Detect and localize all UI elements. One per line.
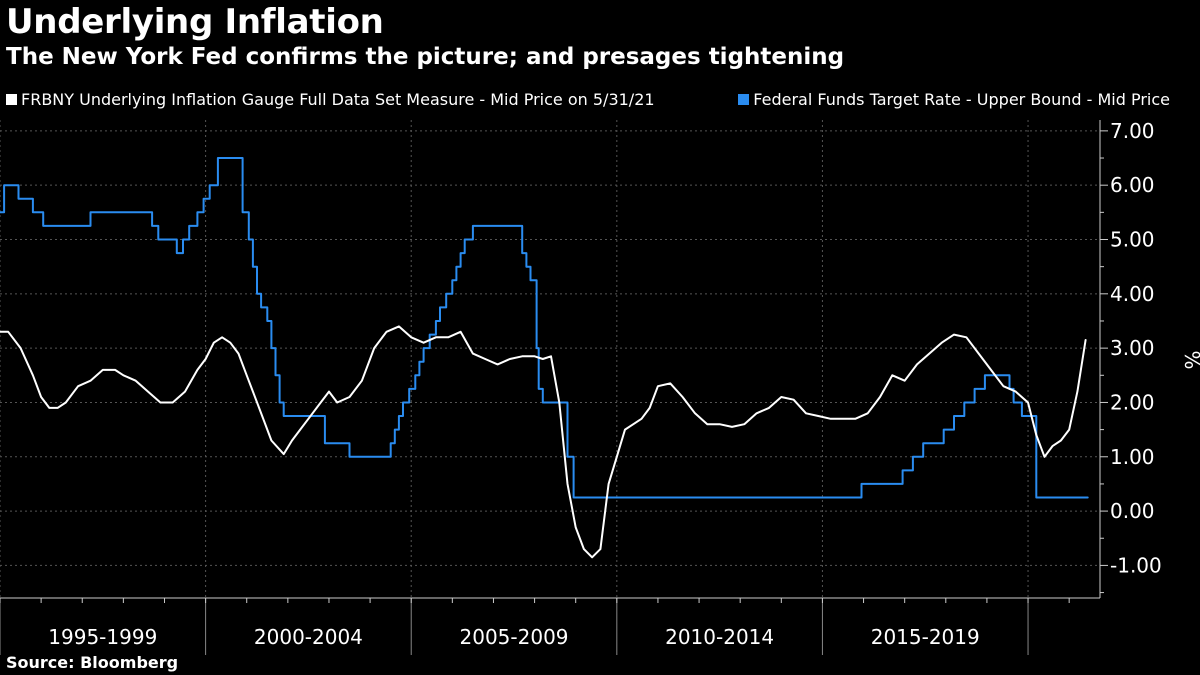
legend-label-fedfunds: Federal Funds Target Rate - Upper Bound … [753, 90, 1170, 109]
x-tick-label: 2000-2004 [254, 625, 363, 649]
chart-subtitle: The New York Fed confirms the picture; a… [6, 44, 845, 70]
y-tick-label: 7.00 [1110, 119, 1155, 143]
y-tick-label: 0.00 [1110, 499, 1155, 523]
series-line-fedfunds [0, 157, 1089, 499]
y-tick-label: 2.00 [1110, 390, 1155, 414]
y-tick-label: 1.00 [1110, 445, 1155, 469]
y-tick-label: -1.00 [1110, 553, 1162, 577]
x-tick-label: 2015-2019 [871, 625, 980, 649]
legend-swatch-fedfunds-icon [738, 94, 750, 105]
y-tick-label: 4.00 [1110, 282, 1155, 306]
y-tick-label: 6.00 [1110, 173, 1155, 197]
chart-title: Underlying Inflation [6, 2, 384, 42]
legend-label-inflation: FRBNY Underlying Inflation Gauge Full Da… [21, 90, 655, 109]
y-axis-label: % [1180, 350, 1200, 369]
y-tick-label: 5.00 [1110, 228, 1155, 252]
x-tick-label: 1995-1999 [48, 625, 157, 649]
legend-item-inflation: FRBNY Underlying Inflation Gauge Full Da… [6, 90, 655, 109]
x-tick-label: 2010-2014 [665, 625, 774, 649]
series-line-inflation [0, 325, 1087, 559]
legend-swatch-inflation-icon [6, 94, 17, 105]
x-tick-label: 2005-2009 [460, 625, 569, 649]
chart-legend: FRBNY Underlying Inflation Gauge Full Da… [6, 90, 1170, 109]
legend-item-fedfunds: Federal Funds Target Rate - Upper Bound … [738, 90, 1170, 109]
y-tick-label: 3.00 [1110, 336, 1155, 360]
source-note: Source: Bloomberg [6, 653, 179, 672]
